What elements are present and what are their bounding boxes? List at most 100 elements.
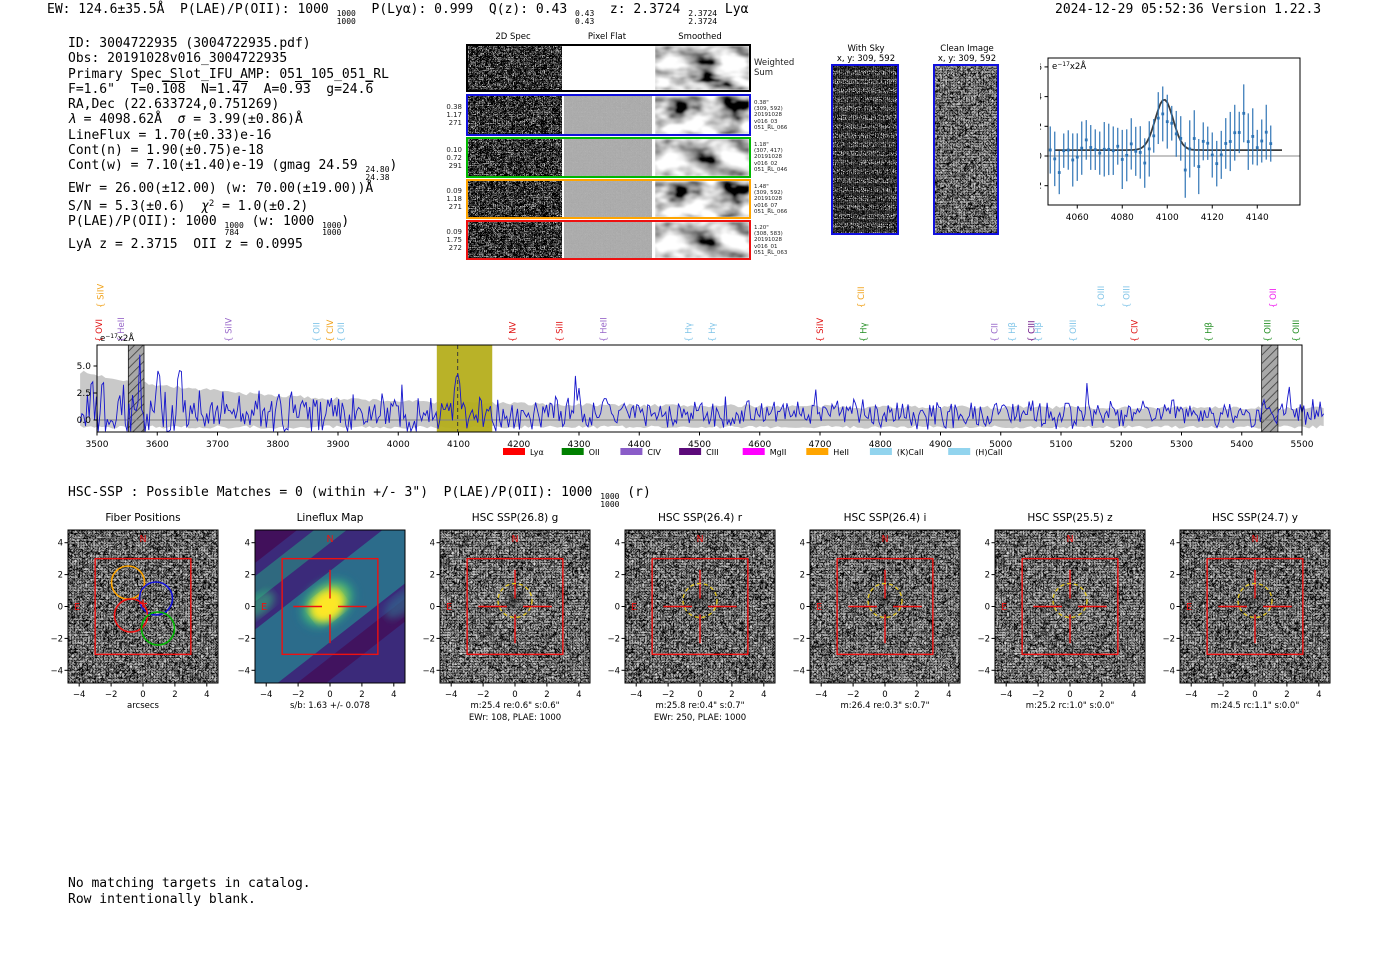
spec2d-row-images-3 [468, 181, 749, 217]
cutout-panel-hsc-ssp-26-8-g: HSC SSP(26.8) g N E −4 −2 0 2 4 4 2 0 −2 −4 m:25.4 re… [410, 505, 600, 730]
info-6-0: λ [68, 112, 76, 128]
svg-text:−2: −2 [1032, 690, 1045, 700]
svg-text:−4: −4 [977, 666, 990, 676]
svg-text:2: 2 [172, 690, 177, 700]
svg-text:−4: −4 [1162, 666, 1175, 676]
info-6-1: = 4098.62Å [75, 112, 178, 128]
hsc-seg-1: 1000 1000 [600, 492, 620, 509]
hdr-seg-0: EW: 124.6±35.5Å P(LAE)/P(OII): 1000 [47, 2, 337, 17]
svg-text:−4: −4 [1185, 690, 1198, 700]
info-11-0: S/N = 5.3(±0.6) [68, 198, 202, 214]
info-7-0: LineFlux = 1.70(±0.33)e-16 [68, 127, 272, 143]
cutout-image-2: HSC SSP(26.8) g N E −4 −2 0 2 4 4 2 0 −2 −4 [422, 512, 591, 700]
info-12-1: 1000 784 [224, 220, 244, 238]
footer-line-2: Row intentionally blank. [68, 891, 256, 907]
info-6-2: σ [177, 112, 186, 128]
svg-text:5400: 5400 [1230, 440, 1253, 450]
svg-text:−2: −2 [792, 634, 805, 644]
svg-text:0: 0 [800, 603, 805, 613]
svg-text:0: 0 [1252, 690, 1257, 700]
info-line-7: LineFlux = 1.70(±0.33)e-16 [68, 128, 397, 143]
clean-image-noise [935, 66, 997, 233]
hsc-ssp-matches-line: HSC-SSP : Possible Matches = 0 (within +… [68, 485, 651, 508]
cutout-title-6: HSC SSP(24.7) y [1212, 512, 1298, 524]
emission-label-hβ-19: { Hβ [1008, 322, 1018, 342]
emission-label-oii-10: { OII [337, 322, 347, 342]
svg-text:0: 0 [1170, 603, 1175, 613]
svg-text:4: 4 [430, 539, 435, 549]
svg-text:3600: 3600 [146, 440, 169, 450]
svg-text:−2: −2 [847, 690, 860, 700]
cutout-panel-hsc-ssp-26-4-i: HSC SSP(26.4) i N E −4 −2 0 2 4 4 2 0 −2 −4 m:26.4 re… [780, 505, 970, 730]
info-10-0: EWr = 26.00(±12.00) (w: 70.00(±19.00))Å [68, 181, 374, 197]
svg-text:4: 4 [1170, 539, 1175, 549]
info-12-3: 1000 1000 [322, 220, 342, 238]
svg-text:4: 4 [615, 539, 620, 549]
svg-text:4: 4 [1040, 93, 1042, 103]
emission-label-hγ-15: { Hγ [708, 322, 718, 342]
with-sky-coords: x, y: 309, 592 [836, 54, 896, 64]
info-line-8: Cont(n) = 1.90(±0.75)e-18 [68, 143, 397, 158]
svg-text:4900: 4900 [929, 440, 952, 450]
cutout-image-4: HSC SSP(26.4) i N E −4 −2 0 2 4 4 2 0 −2 −4 [792, 512, 961, 700]
cutout-panel-fiber-positions: Fiber Positions N E −4 −2 0 2 4 4 2 0 −2 −4 arcsecs [38, 505, 228, 730]
zoom-plot-unit-label: e−17x2Å [1052, 60, 1086, 72]
col-header-2d-spec: 2D Spec [495, 32, 531, 42]
svg-text:4: 4 [1316, 690, 1321, 700]
emission-label-heii-13: { HeII [600, 317, 610, 342]
hsc-seg-0: HSC-SSP : Possible Matches = 0 (within +… [68, 485, 601, 500]
with-sky-title: With Sky [847, 44, 885, 54]
compass-north-label: N [511, 534, 518, 545]
info-line-6: λ = 4098.62Å σ = 3.99(±0.86)Å [68, 112, 397, 127]
svg-text:−2: −2 [977, 634, 990, 644]
svg-text:5100: 5100 [1050, 440, 1073, 450]
cutout-sublabel-2-0: m:25.4 re:0.6" s:0.6" [470, 701, 560, 711]
svg-text:4: 4 [985, 539, 990, 549]
svg-text:4060: 4060 [1066, 213, 1089, 223]
info-line-10: EWr = 26.00(±12.00) (w: 70.00(±19.00))Å [68, 181, 397, 196]
compass-north-label: N [326, 534, 333, 545]
info-9-0: Cont(w) = 7.10(±1.40)e-19 (gmag 24.59 [68, 158, 366, 174]
line-fit-zoom-plot: 4060 4080 4100 4120 4140 -2 0 2 4 6 e−17x2Å [1040, 57, 1301, 223]
svg-text:−2: −2 [422, 634, 435, 644]
svg-text:2: 2 [430, 571, 435, 581]
info-4-5: 93 [295, 81, 311, 97]
compass-north-label: N [881, 534, 888, 545]
clean-image-title: Clean Image [940, 44, 994, 54]
svg-text:0: 0 [140, 690, 145, 700]
spec2d-row-images-4 [468, 222, 749, 258]
cutout-panel-lineflux-map: Lineflux Map N E −4 −2 0 2 4 4 2 0 −2 −4 s/b: 1.63 +/… [225, 505, 415, 730]
svg-text:0: 0 [615, 603, 620, 613]
svg-text:4: 4 [946, 690, 951, 700]
with-sky-noise [833, 66, 897, 233]
info-line-1: ID: 3004722935 (3004722935.pdf) [68, 36, 397, 51]
emission-label-oiii-2: { OIII [1097, 286, 1107, 308]
svg-text:2: 2 [800, 571, 805, 581]
spec2d-row-left-labels-4: 0.09 1.75 272 [446, 228, 462, 252]
svg-text:4100: 4100 [447, 440, 470, 450]
svg-text:−4: −4 [260, 690, 273, 700]
info-12-2: (w: 1000 [243, 213, 323, 229]
spec2d-row-3 [466, 179, 751, 219]
svg-text:CIII: CIII [706, 448, 719, 457]
info-3-0: Primary Spec_Slot_IFU_AMP: 051_105_051_R… [68, 66, 389, 82]
emission-label-nv-11: { NV [509, 322, 519, 342]
svg-text:5.0: 5.0 [77, 362, 92, 372]
cutout-image-1: Lineflux Map N E −4 −2 0 2 4 4 2 0 −2 −4 [237, 512, 406, 700]
svg-text:5300: 5300 [1170, 440, 1193, 450]
cutout-title-4: HSC SSP(26.4) i [844, 512, 927, 524]
svg-text:4: 4 [391, 690, 396, 700]
svg-text:0.0: 0.0 [77, 416, 92, 426]
emission-label-oiii-26: { OIII [1292, 320, 1302, 342]
info-line-11: S/N = 5.3(±0.6) χ2 = 1.0(±0.2) [68, 197, 397, 214]
hsc-seg-2: (r) [619, 485, 651, 500]
compass-north-label: N [696, 534, 703, 545]
hdr-seg-6: Lyα [717, 2, 749, 17]
svg-text:−4: −4 [50, 666, 63, 676]
spec2d-row-left-labels-1: 0.38 1.17 271 [446, 103, 462, 127]
info-13-0: LyA z = 2.3715 OII z = 0.0995 [68, 236, 303, 252]
legend-entry-(K)CaII: (K)CaII [869, 448, 924, 457]
svg-text:2: 2 [1284, 690, 1289, 700]
svg-text:0: 0 [512, 690, 517, 700]
info-4-1: 108 [161, 81, 186, 97]
